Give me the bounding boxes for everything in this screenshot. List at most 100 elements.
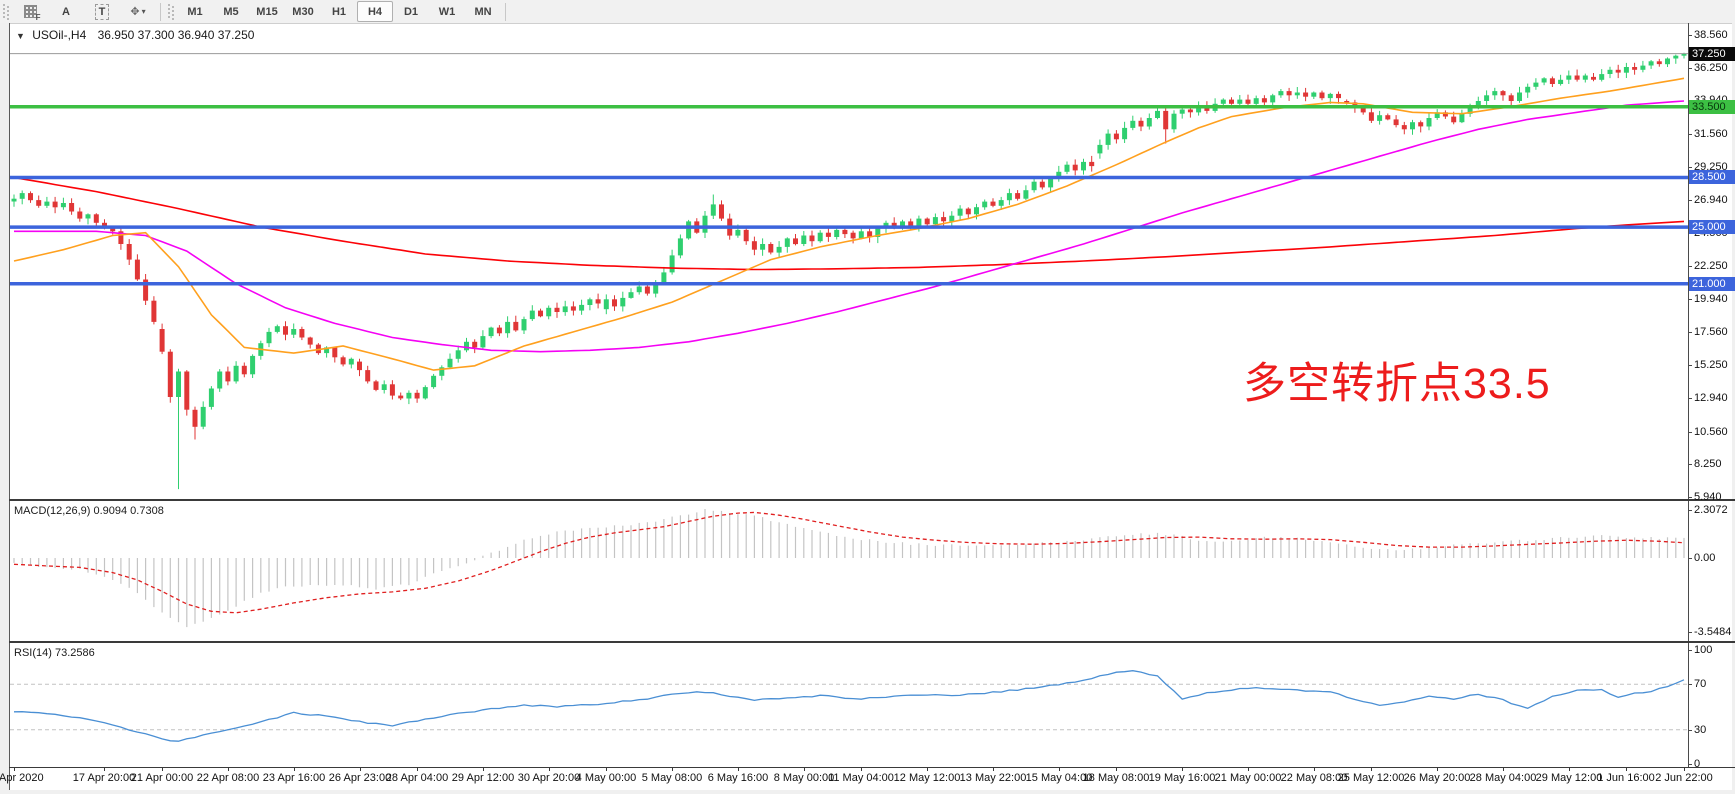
time-tick-mark — [483, 767, 484, 771]
price-tick-mark — [1688, 68, 1692, 69]
timeframe-button-d1[interactable]: D1 — [403, 5, 419, 18]
price-tick-mark — [1688, 167, 1692, 168]
timeframe-button-m30[interactable]: M30 — [292, 5, 314, 18]
time-tick-mark — [606, 767, 607, 771]
macd-tick-mark — [1688, 558, 1692, 559]
text-label-button[interactable]: A — [48, 1, 84, 22]
main-chart-pane[interactable] — [10, 23, 1688, 499]
time-tick-mark — [162, 767, 163, 771]
text-box-icon: T — [94, 3, 110, 20]
time-axis-label: 15 May 04:00 — [1025, 772, 1093, 784]
timeframe-button-h4[interactable]: H4 — [357, 1, 393, 22]
time-tick-mark — [294, 767, 295, 771]
rsi-label: RSI(14) 73.2586 — [14, 647, 95, 659]
time-axis-label: 21 May 00:00 — [1214, 772, 1282, 784]
time-tick-mark — [1314, 767, 1315, 771]
time-axis-label: 29 Apr 12:00 — [451, 772, 515, 784]
time-tick-mark — [1182, 767, 1183, 771]
time-axis-label: 2 Jun 22:00 — [1655, 772, 1713, 784]
pane-separator-main-macd[interactable] — [9, 499, 1735, 501]
price-badge-21.000: 21.000 — [1689, 277, 1735, 291]
price-tick-mark — [1688, 398, 1692, 399]
timeframe-button-w1[interactable]: W1 — [438, 5, 456, 18]
chart-title: ▼ USOil-,H4 36.950 37.300 36.940 37.250 — [16, 28, 254, 42]
text-box-button[interactable]: T — [84, 1, 120, 22]
time-tick-mark — [104, 767, 105, 771]
timeframe-button-m1[interactable]: M1 — [187, 5, 203, 18]
price-tick-label: 5.940 — [1694, 491, 1722, 503]
symbol-period-label: USOil-,H4 — [32, 28, 87, 42]
time-axis-label: 5 May 08:00 — [641, 772, 703, 784]
time-tick-mark — [993, 767, 994, 771]
time-axis-label: 26 May 20:00 — [1403, 772, 1471, 784]
price-badge-28.500: 28.500 — [1689, 170, 1735, 184]
rsi-tick-mark — [1688, 730, 1692, 731]
chart-left-border — [9, 23, 10, 790]
time-axis-label: 29 May 12:00 — [1535, 772, 1603, 784]
toolbar-grip[interactable] — [3, 3, 9, 20]
time-axis-label: 23 Apr 16:00 — [262, 772, 326, 784]
grid-f-icon — [23, 5, 41, 22]
timeframe-button-mn[interactable]: MN — [474, 5, 492, 18]
rsi-tick-mark — [1688, 764, 1692, 765]
time-axis-label: 16 Apr 2020 — [0, 772, 44, 784]
time-axis-label: 13 May 22:00 — [959, 772, 1027, 784]
time-axis-label: 1 Jun 16:00 — [1597, 772, 1655, 784]
price-tick-label: 17.560 — [1694, 326, 1728, 338]
time-axis-label: 28 May 04:00 — [1469, 772, 1537, 784]
price-tick-label: 10.560 — [1694, 426, 1728, 438]
timeframe-button-h1[interactable]: H1 — [331, 5, 347, 18]
time-tick-mark — [1248, 767, 1249, 771]
price-tick-label: 15.250 — [1694, 359, 1728, 371]
time-axis-label: 19 May 16:00 — [1148, 772, 1216, 784]
price-tick-label: 19.940 — [1694, 293, 1728, 305]
time-axis-label: 6 May 16:00 — [707, 772, 769, 784]
time-tick-mark — [417, 767, 418, 771]
price-tick-label: 22.250 — [1694, 260, 1728, 272]
price-tick-mark — [1688, 266, 1692, 267]
toolbar-grip-2[interactable] — [168, 3, 174, 20]
ohlc-values: 36.950 37.300 36.940 37.250 — [97, 28, 255, 42]
pane-separator-macd-rsi[interactable] — [9, 641, 1735, 643]
macd-tick-label: -3.5484 — [1694, 626, 1732, 638]
price-badge-37.250: 37.250 — [1689, 47, 1735, 61]
time-tick-mark — [228, 767, 229, 771]
time-tick-mark — [1371, 767, 1372, 771]
time-tick-mark — [804, 767, 805, 771]
macd-tick-label: 2.3072 — [1694, 504, 1728, 516]
price-tick-mark — [1688, 464, 1692, 465]
time-tick-mark — [1116, 767, 1117, 771]
time-tick-mark — [927, 767, 928, 771]
cursor-tools-icon: ✥ — [130, 6, 140, 18]
time-tick-mark — [738, 767, 739, 771]
rsi-tick-label: 0 — [1694, 758, 1701, 770]
rsi-tick-label: 30 — [1694, 724, 1707, 736]
time-tick-mark — [14, 767, 15, 771]
price-tick-mark — [1688, 134, 1692, 135]
time-axis-label: 22 May 08:00 — [1280, 772, 1348, 784]
price-tick-label: 36.250 — [1694, 62, 1728, 74]
time-axis-label: 28 Apr 04:00 — [385, 772, 449, 784]
price-tick-mark — [1688, 365, 1692, 366]
time-tick-mark — [549, 767, 550, 771]
macd-tick-mark — [1688, 510, 1692, 511]
rsi-tick-mark — [1688, 684, 1692, 685]
time-axis-label: 30 Apr 20:00 — [517, 772, 581, 784]
font-a-icon: A — [62, 5, 70, 18]
rsi-pane[interactable] — [10, 643, 1688, 767]
cursor-tools-button[interactable]: ✥ ▾ — [120, 1, 156, 22]
rsi-tick-label: 100 — [1694, 644, 1713, 656]
timeframe-button-m5[interactable]: M5 — [223, 5, 239, 18]
time-axis-label: 25 May 12:00 — [1337, 772, 1405, 784]
price-badge-33.500: 33.500 — [1689, 100, 1735, 114]
price-badge-25.000: 25.000 — [1689, 220, 1735, 234]
timeframe-button-m15[interactable]: M15 — [256, 5, 278, 18]
time-axis-label: 26 Apr 23:00 — [328, 772, 392, 784]
chevron-down-icon: ▾ — [141, 7, 146, 16]
symbol-dropdown-icon[interactable]: ▼ — [16, 31, 25, 41]
time-tick-mark — [1569, 767, 1570, 771]
toolbar: A T ✥ ▾ M1 M5 M15 M30 H1 H4 D1 W1 MN — [0, 0, 1735, 24]
time-tick-mark — [1503, 767, 1504, 771]
macd-pane[interactable] — [10, 501, 1688, 640]
grid-template-button[interactable] — [12, 1, 48, 22]
